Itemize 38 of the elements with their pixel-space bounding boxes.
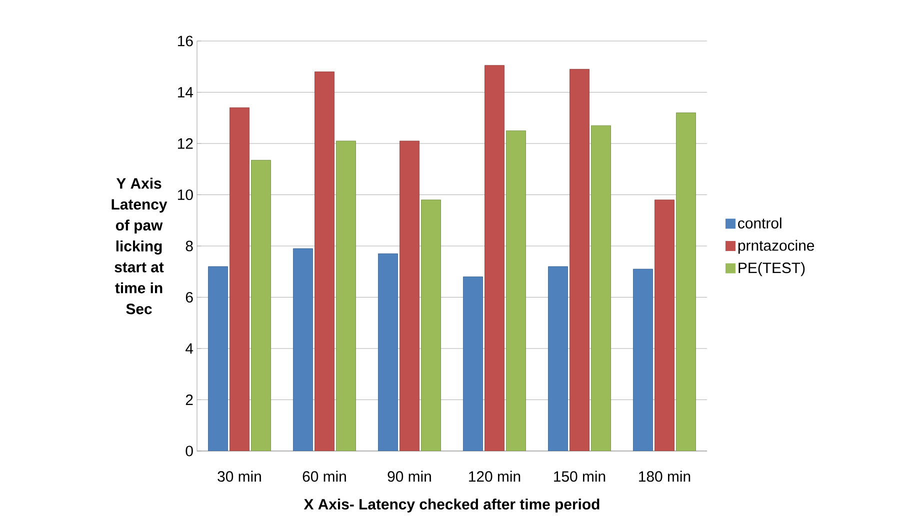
- bar: [336, 140, 356, 452]
- y-tick-label: 0: [186, 446, 193, 456]
- bar: [251, 160, 271, 452]
- y-tick-label: 14: [178, 87, 194, 98]
- x-tick-label: 60 min: [302, 470, 346, 482]
- x-tick-label: 180 min: [639, 470, 690, 482]
- bar: [654, 200, 674, 452]
- legend-label: control: [738, 218, 782, 229]
- bar: [208, 266, 228, 452]
- bar: [570, 69, 590, 452]
- y-tick-label: 2: [186, 394, 193, 406]
- bar: [633, 268, 653, 452]
- bar: [400, 140, 420, 452]
- x-tick-label: 90 min: [388, 470, 431, 482]
- x-axis-title: X Axis- Latency checked after time period: [304, 498, 600, 513]
- legend-label: prntazocine: [738, 240, 814, 254]
- bar: [676, 112, 696, 452]
- bar: [591, 125, 611, 452]
- bar: [378, 254, 398, 452]
- bar: [548, 266, 568, 452]
- bar: [230, 108, 250, 452]
- bar: [506, 130, 526, 452]
- bar: [314, 72, 334, 452]
- y-tick-label: 12: [178, 138, 193, 149]
- bar: [463, 276, 483, 452]
- x-tick-label: 30 min: [218, 470, 261, 482]
- bar: [421, 200, 441, 452]
- legend-label: PE(TEST): [738, 262, 805, 276]
- y-tick-label: 6: [186, 292, 193, 303]
- x-tick-label: 120 min: [469, 470, 520, 482]
- y-tick-label: 8: [186, 240, 193, 252]
- bar: [293, 248, 313, 452]
- x-tick-label: 150 min: [554, 470, 606, 482]
- y-tick-label: 4: [186, 343, 194, 354]
- y-tick-label: 10: [178, 190, 193, 200]
- bar: [484, 65, 504, 452]
- y-tick-label: 16: [178, 36, 193, 46]
- y-axis-title: Y Axis Latency of paw licking start at time in Sec: [112, 178, 168, 314]
